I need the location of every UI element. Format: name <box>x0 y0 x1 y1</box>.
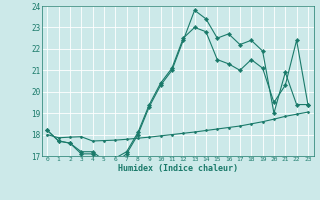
X-axis label: Humidex (Indice chaleur): Humidex (Indice chaleur) <box>118 164 237 173</box>
